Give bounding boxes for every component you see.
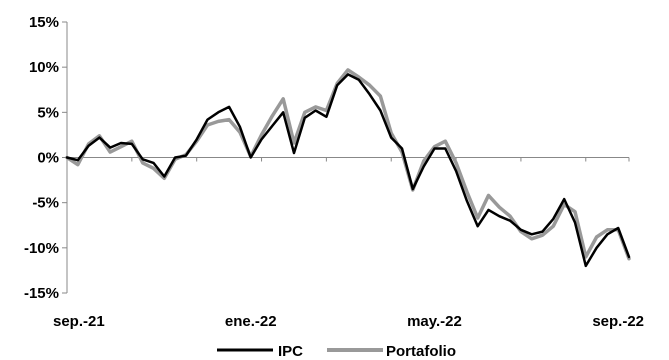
legend-label-ipc: IPC [278,343,303,360]
x-axis: sep.-21 ene.-22 may.-22 sep.-22 [53,157,644,330]
x-tick-label: ene.-22 [225,313,277,330]
series-line-portafolio [65,68,631,261]
y-tick-label: 15% [29,14,59,31]
series-lines [65,68,631,268]
y-tick-label: -15% [24,285,59,302]
series-line-ipc [65,73,631,268]
legend: IPC Portafolio [217,343,456,360]
x-tick-label: sep.-22 [592,313,644,330]
y-axis: 15% 10% 5% 0% -5% -10% -15% [24,14,68,302]
y-tick-label: -10% [24,240,59,257]
y-tick-label: 0% [37,150,59,167]
x-tick-label: may.-22 [407,313,462,330]
y-tick-label: 5% [37,104,59,121]
y-tick-label: 10% [29,59,59,76]
y-tick-label: -5% [32,195,59,212]
legend-label-portafolio: Portafolio [386,343,456,360]
x-tick-label: sep.-21 [53,313,105,330]
